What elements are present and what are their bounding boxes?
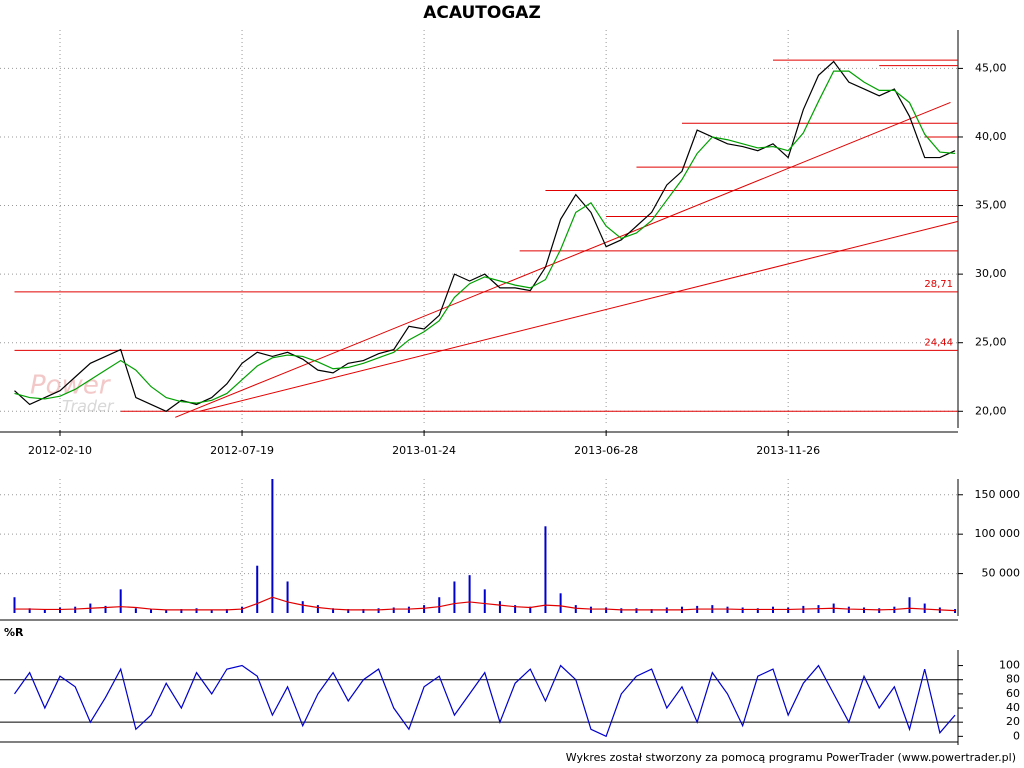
y-tick-label: 60 [1006, 687, 1020, 700]
volume-bar [165, 609, 168, 613]
volume-bar [241, 606, 244, 613]
y-tick-label: 20 [1006, 715, 1020, 728]
x-tick-label: 2013-01-24 [392, 444, 456, 457]
trend-line [175, 101, 951, 418]
x-tick-label: 2012-07-19 [210, 444, 274, 457]
volume-average [14, 596, 956, 612]
y-tick-label: 35,00 [975, 199, 1007, 212]
volume-bar [347, 609, 350, 613]
volume-bar [574, 605, 577, 613]
y-tick-label: 30,00 [975, 267, 1007, 280]
volume-bar [195, 608, 198, 613]
volume-bar [741, 607, 744, 613]
watermark: Power [30, 371, 112, 401]
chart-title: ACAUTOGAZ [423, 3, 541, 23]
y-tick-label: 40 [1006, 701, 1020, 714]
y-tick-label: 25,00 [975, 336, 1007, 349]
volume-bar [468, 575, 471, 613]
volume-bar [271, 479, 274, 613]
volume-bar [605, 607, 608, 613]
volume-bar [544, 526, 547, 613]
volume-bar [529, 606, 532, 613]
trend-line [199, 220, 959, 412]
volume-bar [423, 605, 426, 613]
volume-bar [847, 606, 850, 613]
volume-bar [878, 608, 881, 613]
support-label: 24,44 [924, 337, 953, 348]
volume-bar [332, 608, 335, 613]
volume-bar [119, 589, 122, 613]
volume-bar [438, 597, 441, 613]
volume-bar [74, 606, 77, 613]
volume-bar [726, 606, 729, 613]
volume-bar [589, 606, 592, 613]
series-line [14, 70, 956, 404]
y-tick-label: 50 000 [982, 567, 1021, 580]
volume-bar [104, 605, 107, 613]
volume-bar [498, 601, 501, 613]
volume-bar [954, 609, 957, 613]
y-tick-label: 20,00 [975, 404, 1007, 417]
volume-bar [43, 609, 46, 613]
volume-bar [13, 597, 16, 613]
y-tick-label: 80 [1006, 673, 1020, 686]
y-tick-label: 40,00 [975, 130, 1007, 143]
volume-bar [514, 605, 517, 613]
footer: Wykres został stworzony za pomocą progra… [566, 751, 1016, 764]
series-line [14, 60, 956, 412]
volume-bar [362, 609, 365, 613]
volume-bar [407, 606, 410, 613]
panel-title: %R [4, 626, 24, 639]
volume-bar [134, 608, 137, 613]
volume-bar [923, 603, 926, 613]
volume-bar [150, 609, 153, 613]
x-tick-label: 2012-02-10 [28, 444, 92, 457]
y-tick-label: 45,00 [975, 61, 1007, 74]
volume-bar [635, 608, 638, 613]
volume-bar [225, 609, 228, 613]
volume-bar [863, 607, 866, 613]
volume-bar [301, 601, 304, 613]
y-tick-label: 100 000 [975, 527, 1021, 540]
volume-bar [256, 565, 259, 613]
volume-bar [453, 581, 456, 613]
volume-bar [908, 597, 911, 613]
volume-bar [28, 608, 31, 613]
volume-bar [483, 589, 486, 613]
support-label: 28,71 [924, 279, 953, 290]
y-tick-label: 100 [999, 659, 1020, 672]
x-tick-label: 2013-11-26 [756, 444, 820, 457]
volume-bar [756, 608, 759, 613]
volume-bar [316, 605, 319, 613]
series-line [14, 664, 956, 738]
volume-bar [559, 593, 562, 613]
volume-bar [286, 581, 289, 613]
volume-bar [210, 609, 213, 613]
volume-bar [59, 607, 62, 613]
volume-bar [650, 609, 653, 613]
y-tick-label: 150 000 [975, 488, 1021, 501]
x-tick-label: 2013-06-28 [574, 444, 638, 457]
watermark: Trader [62, 397, 115, 416]
volume-bar [787, 607, 790, 613]
y-tick-label: 0 [1013, 729, 1020, 742]
volume-bar [180, 609, 183, 613]
volume-bar [392, 607, 395, 613]
volume-bar [620, 608, 623, 613]
volume-bar [377, 608, 380, 613]
